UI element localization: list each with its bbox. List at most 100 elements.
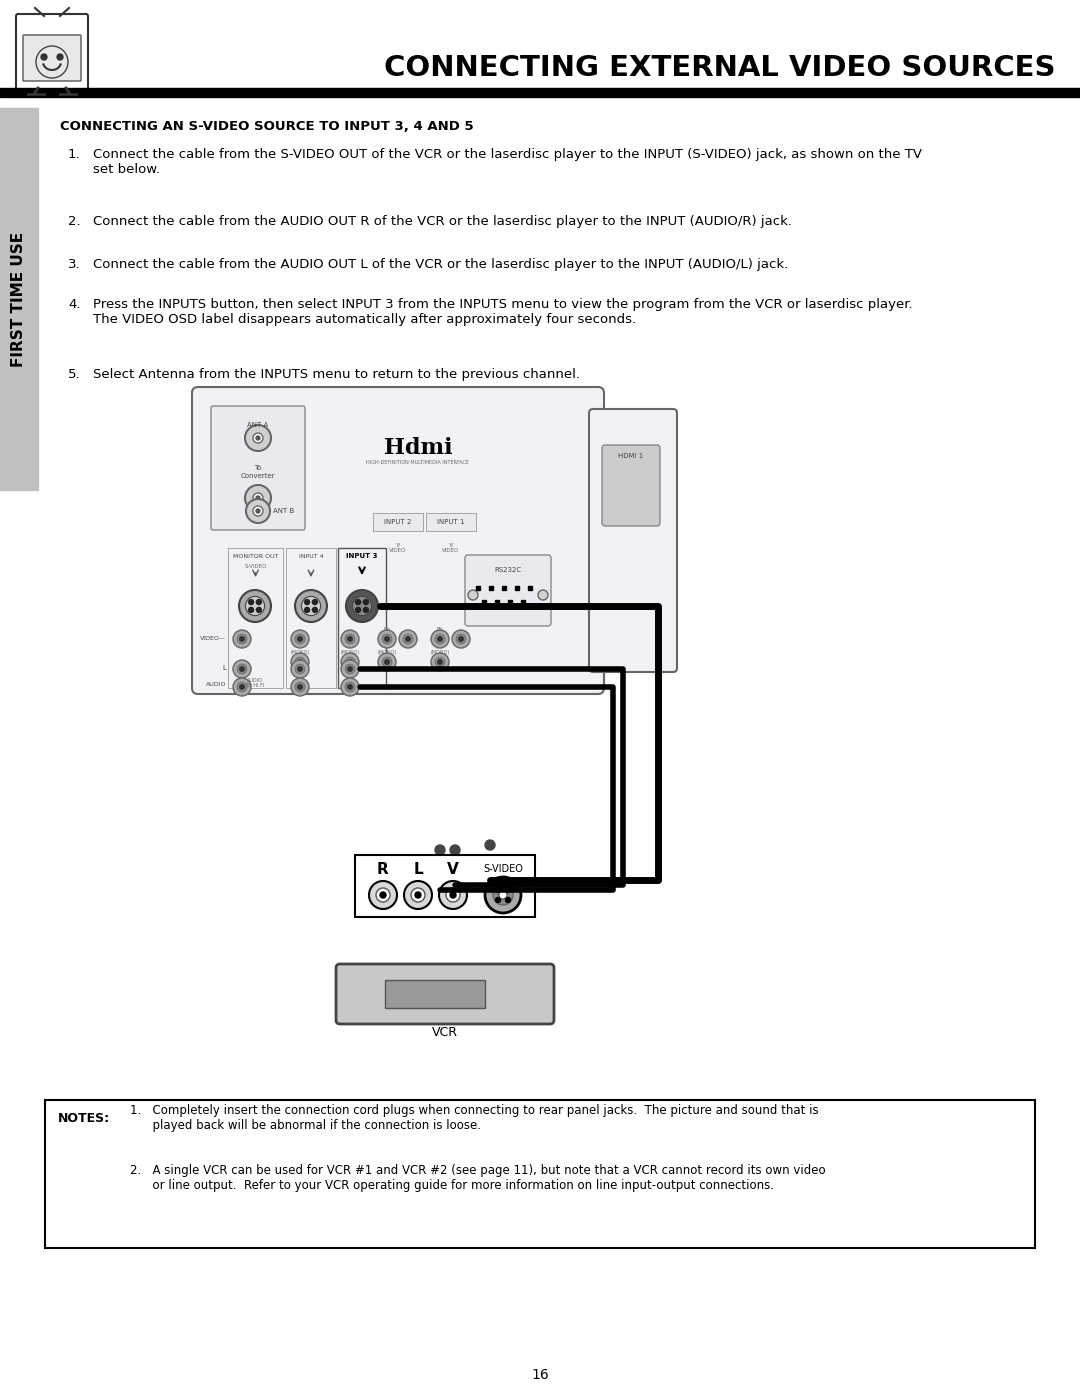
- Circle shape: [376, 888, 390, 902]
- Circle shape: [312, 599, 318, 605]
- Bar: [228, 548, 283, 687]
- Text: CONNECTING EXTERNAL VIDEO SOURCES: CONNECTING EXTERNAL VIDEO SOURCES: [383, 54, 1055, 82]
- Circle shape: [305, 608, 310, 612]
- Circle shape: [435, 634, 445, 644]
- Text: CONNECTING AN S-VIDEO SOURCE TO INPUT 3, 4 AND 5: CONNECTING AN S-VIDEO SOURCE TO INPUT 3,…: [60, 120, 474, 133]
- Circle shape: [403, 634, 413, 644]
- FancyBboxPatch shape: [16, 14, 87, 89]
- Circle shape: [291, 659, 309, 678]
- Circle shape: [348, 685, 352, 689]
- Circle shape: [348, 666, 352, 671]
- FancyBboxPatch shape: [45, 1099, 1035, 1248]
- Text: 2.   A single VCR can be used for VCR #1 and VCR #2 (see page 11), but note that: 2. A single VCR can be used for VCR #1 a…: [130, 1164, 825, 1192]
- Text: S-VIDEO: S-VIDEO: [244, 563, 267, 569]
- Bar: [0, 88, 1080, 96]
- Circle shape: [399, 630, 417, 648]
- Bar: [286, 548, 336, 687]
- Text: ANT A: ANT A: [247, 422, 269, 427]
- Text: V: V: [447, 862, 459, 876]
- Circle shape: [431, 630, 449, 648]
- Circle shape: [438, 882, 467, 909]
- Circle shape: [437, 637, 442, 641]
- Text: 2.: 2.: [68, 215, 81, 228]
- Circle shape: [245, 425, 271, 451]
- Circle shape: [256, 436, 260, 440]
- Bar: [0, 108, 38, 490]
- Circle shape: [41, 54, 48, 60]
- Circle shape: [237, 634, 247, 644]
- Circle shape: [240, 637, 244, 641]
- Circle shape: [459, 637, 463, 641]
- Circle shape: [298, 637, 302, 641]
- Circle shape: [363, 599, 368, 605]
- Circle shape: [450, 893, 456, 898]
- Circle shape: [404, 882, 432, 909]
- Circle shape: [36, 46, 68, 78]
- Circle shape: [485, 877, 521, 914]
- Circle shape: [239, 590, 271, 622]
- Text: Hdmi: Hdmi: [383, 437, 453, 460]
- Circle shape: [237, 664, 247, 673]
- Circle shape: [346, 590, 378, 622]
- Text: INPUT 1: INPUT 1: [437, 520, 464, 525]
- Text: Y/
VIDEO: Y/ VIDEO: [390, 542, 407, 553]
- Circle shape: [382, 634, 392, 644]
- FancyBboxPatch shape: [211, 407, 305, 529]
- Circle shape: [253, 493, 264, 503]
- Circle shape: [411, 888, 426, 902]
- Circle shape: [437, 659, 442, 664]
- Text: 3.: 3.: [68, 258, 81, 271]
- Text: R: R: [377, 862, 389, 876]
- Circle shape: [256, 608, 261, 612]
- Text: FIRST TIME USE: FIRST TIME USE: [12, 232, 27, 366]
- Circle shape: [363, 608, 368, 612]
- Text: VIDEO—: VIDEO—: [200, 636, 226, 640]
- Text: Pb: Pb: [383, 627, 390, 631]
- Circle shape: [295, 682, 305, 692]
- Text: INPUT 4: INPUT 4: [299, 553, 323, 559]
- Text: NOTES:: NOTES:: [58, 1112, 110, 1125]
- Text: HIGH-DEFINITION MULTIMEDIA INTERFACE: HIGH-DEFINITION MULTIMEDIA INTERFACE: [366, 461, 470, 465]
- Circle shape: [253, 433, 264, 443]
- Circle shape: [248, 599, 254, 605]
- FancyBboxPatch shape: [336, 964, 554, 1024]
- Text: (MONO): (MONO): [291, 650, 310, 655]
- Text: INPUT 3: INPUT 3: [347, 553, 378, 559]
- Circle shape: [295, 590, 327, 622]
- Circle shape: [505, 897, 511, 902]
- Circle shape: [341, 678, 359, 696]
- Circle shape: [345, 634, 355, 644]
- Circle shape: [355, 608, 361, 612]
- Circle shape: [378, 652, 396, 671]
- Circle shape: [435, 657, 445, 666]
- Circle shape: [406, 637, 410, 641]
- Text: HDMI 1: HDMI 1: [619, 453, 644, 460]
- Text: L: L: [222, 665, 226, 671]
- Circle shape: [499, 891, 507, 900]
- Circle shape: [348, 659, 352, 664]
- Circle shape: [245, 597, 265, 616]
- Circle shape: [301, 597, 321, 616]
- Text: AUDIO
TO HI FI: AUDIO TO HI FI: [245, 678, 265, 689]
- Circle shape: [380, 893, 386, 898]
- Circle shape: [446, 888, 460, 902]
- Text: (MONO): (MONO): [340, 650, 360, 655]
- Circle shape: [57, 54, 63, 60]
- Circle shape: [312, 608, 318, 612]
- Circle shape: [468, 590, 478, 599]
- Circle shape: [384, 637, 389, 641]
- Text: Y/
VIDEO: Y/ VIDEO: [443, 542, 460, 553]
- Text: L: L: [414, 862, 422, 876]
- Circle shape: [246, 499, 270, 522]
- Circle shape: [256, 599, 261, 605]
- Circle shape: [352, 597, 372, 616]
- Circle shape: [237, 682, 247, 692]
- Circle shape: [291, 652, 309, 671]
- Text: Press the INPUTS button, then select INPUT 3 from the INPUTS menu to view the pr: Press the INPUTS button, then select INP…: [93, 298, 913, 326]
- Text: Connect the cable from the AUDIO OUT L of the VCR or the laserdisc player to the: Connect the cable from the AUDIO OUT L o…: [93, 258, 788, 271]
- Circle shape: [298, 685, 302, 689]
- Circle shape: [341, 630, 359, 648]
- Circle shape: [291, 630, 309, 648]
- Circle shape: [345, 664, 355, 673]
- Bar: [426, 513, 476, 531]
